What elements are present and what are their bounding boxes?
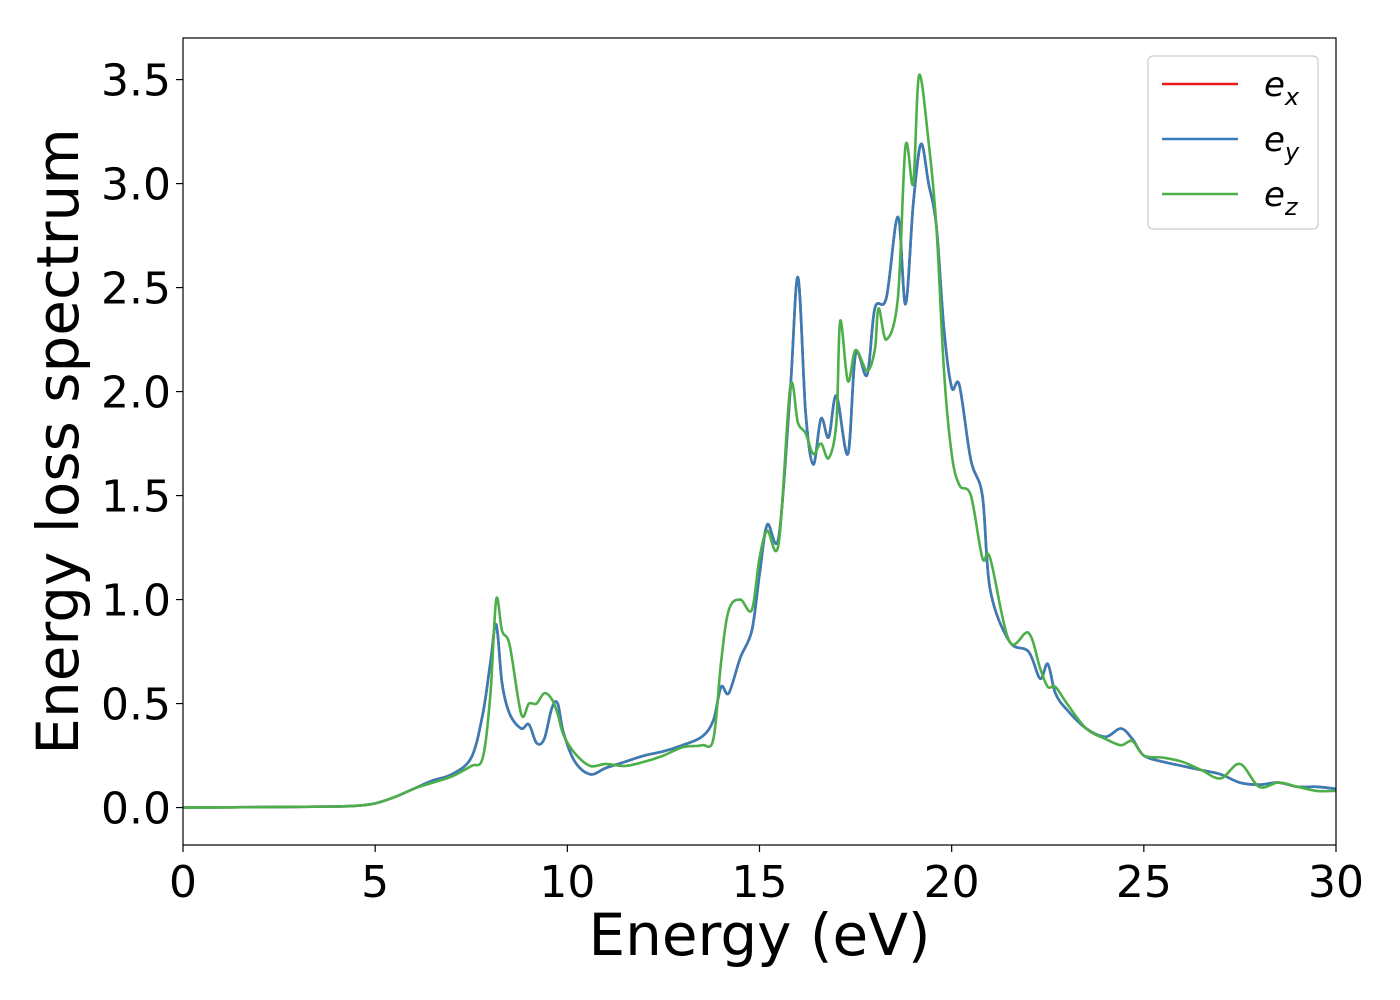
y-tick-label: 1.0	[101, 576, 171, 627]
x-tick-label: 10	[539, 857, 595, 908]
legend-box	[1147, 55, 1319, 230]
x-axis-label: Energy (eV)	[588, 901, 930, 969]
y-tick-label: 0.0	[101, 784, 171, 835]
legend-label-z: ez	[1264, 175, 1299, 221]
y-axis-label: Energy loss spectrum	[24, 128, 92, 754]
x-axis: 0 5 10 15 20 25 30	[169, 845, 1364, 908]
legend-label-x: ex	[1264, 65, 1300, 111]
series-line-z	[182, 73, 1337, 809]
y-tick-label: 2.5	[101, 264, 171, 315]
y-tick-label: 1.5	[101, 472, 171, 523]
legend-label-y: ey	[1264, 120, 1300, 166]
x-tick-label: 30	[1308, 857, 1364, 908]
legend: ex ey ez	[1147, 55, 1319, 230]
x-tick-label: 0	[169, 857, 197, 908]
x-tick-label: 5	[361, 857, 389, 908]
x-tick-label: 20	[924, 857, 980, 908]
x-tick-label: 25	[1116, 857, 1172, 908]
y-tick-label: 3.5	[101, 56, 171, 107]
series-layer	[182, 73, 1337, 809]
y-tick-label: 0.5	[101, 680, 171, 731]
y-tick-label: 3.0	[101, 160, 171, 211]
y-tick-label: 2.0	[101, 368, 171, 419]
x-tick-label: 15	[732, 857, 788, 908]
y-axis: 0.0 0.5 1.0 1.5 2.0 2.5 3.0 3.5	[101, 56, 183, 835]
